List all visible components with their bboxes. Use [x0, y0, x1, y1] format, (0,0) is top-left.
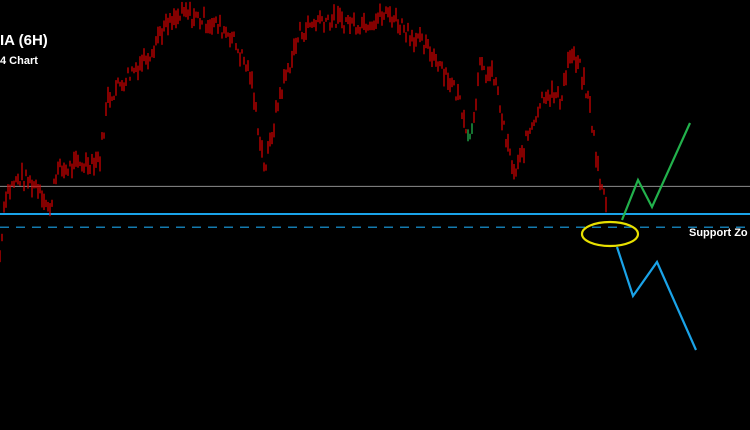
chart-subtitle: 4 Chart — [0, 55, 38, 67]
bullish-scenario-path — [620, 122, 692, 221]
chart-title: IA (6H) — [0, 32, 48, 49]
support-zone-label: Support Zo — [689, 227, 748, 239]
bearish-scenario-path — [615, 246, 698, 351]
highlight-ellipse — [580, 220, 640, 248]
